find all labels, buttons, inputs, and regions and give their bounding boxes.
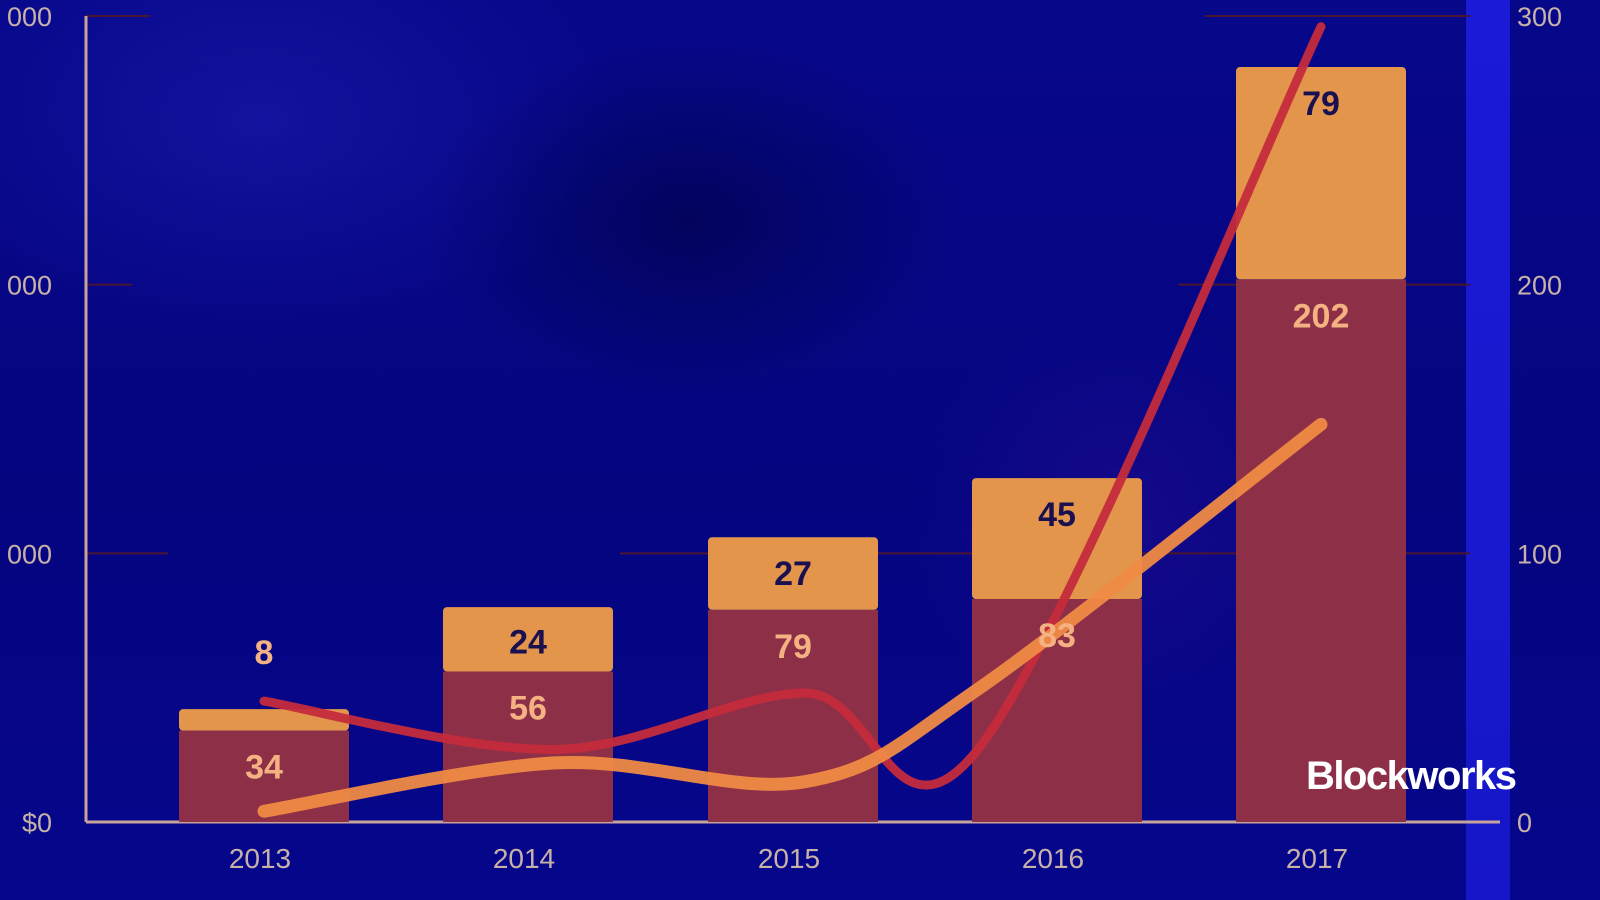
bar-label-top: 27 xyxy=(774,555,812,593)
bar-value-labels: 34 8 56 24 79 27 83 45 202 79 xyxy=(245,85,1349,787)
bar-label-bottom: 34 xyxy=(245,749,283,787)
bar-label-top: 24 xyxy=(509,623,547,661)
bar-segment-bottom xyxy=(1236,279,1406,822)
bar-label-bottom: 56 xyxy=(509,690,547,728)
y-tick-left: 000 xyxy=(7,271,52,301)
bar-segment-top xyxy=(708,537,878,610)
bars xyxy=(179,67,1406,822)
bar-label-top: 8 xyxy=(255,634,274,672)
x-tick-label: 2014 xyxy=(493,843,555,874)
bar-label-top: 45 xyxy=(1038,496,1076,534)
bar-label-bottom: 79 xyxy=(774,628,812,666)
bar-segment-top xyxy=(443,607,613,672)
trend-line-red xyxy=(259,22,1326,790)
trend-line-orange xyxy=(257,417,1328,818)
bar-label-bottom: 202 xyxy=(1293,297,1350,335)
x-tick-label: 2015 xyxy=(758,843,820,874)
x-tick-label: 2016 xyxy=(1022,843,1084,874)
brand-logo: Blockworks xyxy=(1306,754,1517,798)
y-tick-right: 300 xyxy=(1517,2,1562,32)
right-edge-strip xyxy=(1466,0,1510,900)
y-tick-left: 000 xyxy=(7,2,52,32)
bar-segment-top xyxy=(972,478,1142,600)
bar-segment-top xyxy=(179,709,349,731)
tick-labels: 000 000 000 $0 300 200 100 0 2013 2014 2015 2016 201… xyxy=(7,2,1562,874)
y-tick-left: $0 xyxy=(22,808,52,838)
y-tick-right: 200 xyxy=(1517,271,1562,301)
y-tick-right: 100 xyxy=(1517,539,1562,569)
bar-label-bottom: 83 xyxy=(1038,617,1076,655)
x-tick-label: 2013 xyxy=(229,843,291,874)
x-tick-label: 2017 xyxy=(1286,843,1348,874)
y-tick-left: 000 xyxy=(7,539,52,569)
trend-lines xyxy=(257,22,1328,818)
bar-label-top: 79 xyxy=(1302,85,1340,123)
y-tick-right: 0 xyxy=(1517,808,1532,838)
